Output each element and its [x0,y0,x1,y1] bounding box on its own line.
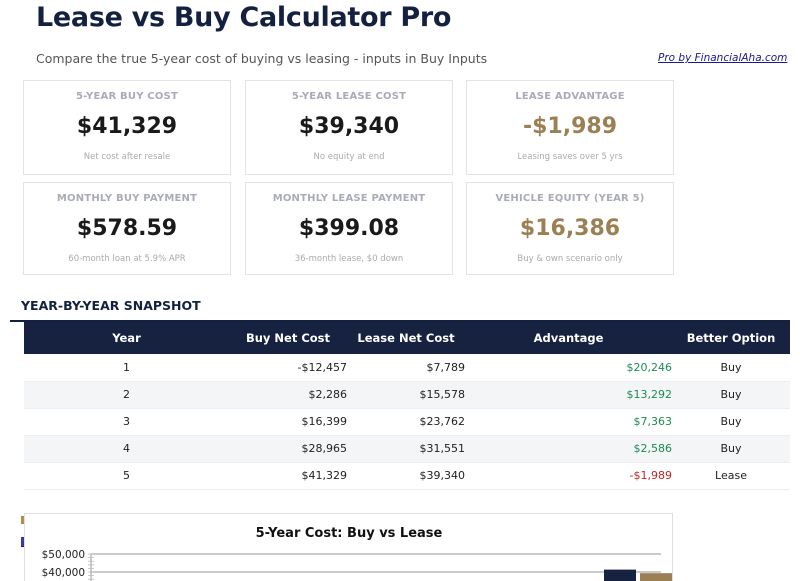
cell-lease-cost: $7,789 [347,354,465,382]
cell-buy-cost: $2,286 [229,381,347,409]
kpi-value: $39,340 [298,114,400,139]
cell-advantage: $13,292 [465,381,672,409]
cell-better-option: Lease [672,462,790,490]
kpi-note: No equity at end [313,152,385,162]
cell-advantage: $7,363 [465,408,672,436]
table-header-row: Year Buy Net Cost Lease Net Cost Advanta… [24,322,790,354]
table-row: 1 -$12,457 $7,789 $20,246 Buy [24,354,790,382]
cell-year: 5 [24,462,229,490]
kpi-label: 5-YEAR LEASE COST [291,91,407,102]
bar-lease-5 [640,573,672,581]
cell-better-option: Buy [672,381,790,409]
kpi-note: Leasing saves over 5 yrs [517,152,623,162]
col-header-buy: Buy Net Cost [229,322,347,354]
cell-lease-cost: $31,551 [347,435,465,463]
kpi-label: MONTHLY BUY PAYMENT [56,193,198,204]
cell-year: 3 [24,408,229,436]
kpi-value: $41,329 [76,114,178,139]
kpi-label: 5-YEAR BUY COST [76,91,178,102]
page-subtitle: Compare the true 5-year cost of buying v… [36,51,488,66]
kpi-value: $578.59 [76,216,178,241]
section-divider [10,320,790,322]
col-header-year: Year [24,322,229,354]
cell-lease-cost: $23,762 [347,408,465,436]
bar-buy-5 [604,569,636,581]
chart-card: 5-Year Cost: Buy vs Lease $50,000 $40,000 [24,513,673,581]
kpi-note: Net cost after resale [83,152,171,162]
col-header-advantage: Advantage [465,322,672,354]
cell-better-option: Buy [672,354,790,382]
table-row: 4 $28,965 $31,551 $2,586 Buy [24,435,790,463]
cell-year: 1 [24,354,229,382]
table-row: 5 $41,329 $39,340 -$1,989 Lease [24,462,790,490]
cell-year: 4 [24,435,229,463]
cell-buy-cost: $16,399 [229,408,347,436]
y-tick-label: $40,000 [42,567,85,579]
snapshot-table: Year Buy Net Cost Lease Net Cost Advanta… [24,322,790,490]
kpi-card-buy-cost: 5-YEAR BUY COST $41,329 Net cost after r… [23,80,231,175]
table-row: 3 $16,399 $23,762 $7,363 Buy [24,408,790,436]
col-header-better: Better Option [672,322,790,354]
cell-year: 2 [24,381,229,409]
kpi-card-vehicle-equity: VEHICLE EQUITY (YEAR 5) $16,386 Buy & ow… [466,182,674,275]
cell-advantage: $2,586 [465,435,672,463]
partial-marker [21,516,24,524]
credit-link[interactable]: Pro by FinancialAha.com [658,52,788,64]
cell-buy-cost: $41,329 [229,462,347,490]
cell-lease-cost: $39,340 [347,462,465,490]
cell-advantage: -$1,989 [465,462,672,490]
section-heading: YEAR-BY-YEAR SNAPSHOT [21,298,201,313]
cell-lease-cost: $15,578 [347,381,465,409]
kpi-value: $16,386 [519,216,621,241]
col-header-lease: Lease Net Cost [347,322,465,354]
kpi-card-monthly-buy: MONTHLY BUY PAYMENT $578.59 60-month loa… [23,182,231,275]
cell-buy-cost: $28,965 [229,435,347,463]
kpi-label: VEHICLE EQUITY (YEAR 5) [495,193,645,204]
kpi-card-monthly-lease: MONTHLY LEASE PAYMENT $399.08 36-month l… [245,182,453,275]
cell-buy-cost: -$12,457 [229,354,347,382]
kpi-note: 36-month lease, $0 down [294,254,404,264]
page-title: Lease vs Buy Calculator Pro [36,2,452,33]
cost-chart: 5-Year Cost: Buy vs Lease $50,000 $40,000 [42,526,672,581]
cell-advantage: $20,246 [465,354,672,382]
cell-better-option: Buy [672,435,790,463]
partial-link[interactable] [21,537,24,547]
kpi-note: 60-month loan at 5.9% APR [68,254,186,264]
chart-title: 5-Year Cost: Buy vs Lease [256,526,443,541]
kpi-note: Buy & own scenario only [517,254,623,264]
kpi-card-lease-cost: 5-YEAR LEASE COST $39,340 No equity at e… [245,80,453,175]
kpi-label: LEASE ADVANTAGE [515,91,625,102]
kpi-value: $399.08 [298,216,400,241]
cell-better-option: Buy [672,408,790,436]
kpi-value: -$1,989 [522,114,618,139]
y-tick-label: $50,000 [42,549,85,561]
kpi-label: MONTHLY LEASE PAYMENT [272,193,426,204]
table-row: 2 $2,286 $15,578 $13,292 Buy [24,381,790,409]
kpi-card-lease-advantage: LEASE ADVANTAGE -$1,989 Leasing saves ov… [466,80,674,175]
